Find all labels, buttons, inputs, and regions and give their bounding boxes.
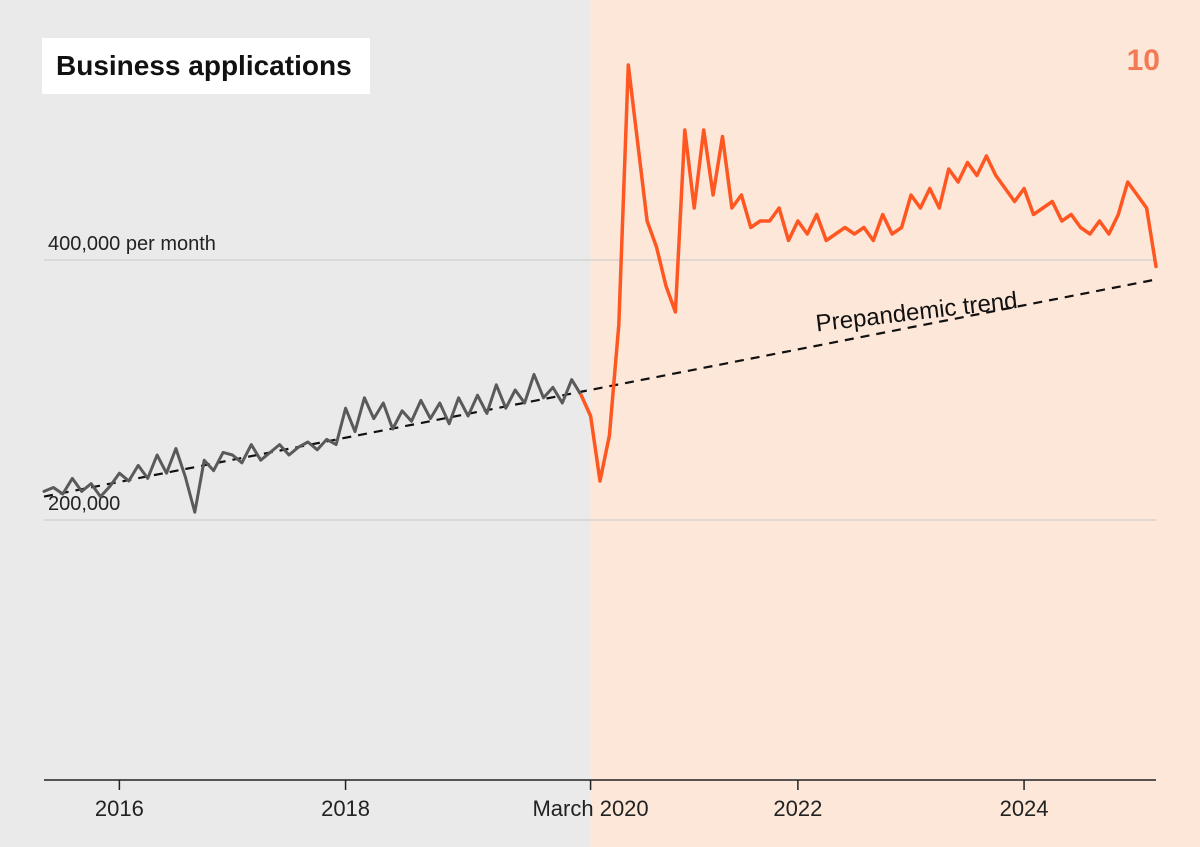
chart-container: 200,000 400,000 per month 2016 2018 March 20…	[0, 0, 1200, 847]
page-number: 10	[1127, 44, 1160, 78]
line-chart: 200,000 400,000 per month 2016 2018 March 20…	[0, 0, 1200, 847]
x-axis-label: 2024	[1000, 796, 1049, 821]
bg-left	[0, 0, 591, 847]
chart-title: Business applications	[56, 50, 352, 81]
chart-title-box: Business applications	[42, 38, 370, 94]
bg-right	[591, 0, 1200, 847]
y-axis-label: 200,000	[48, 493, 120, 515]
y-axis-label: 400,000 per month	[48, 233, 216, 255]
x-axis-label: March 2020	[532, 796, 648, 821]
x-axis-label: 2018	[321, 796, 370, 821]
x-axis-label: 2016	[95, 796, 144, 821]
x-axis-label: 2022	[773, 796, 822, 821]
